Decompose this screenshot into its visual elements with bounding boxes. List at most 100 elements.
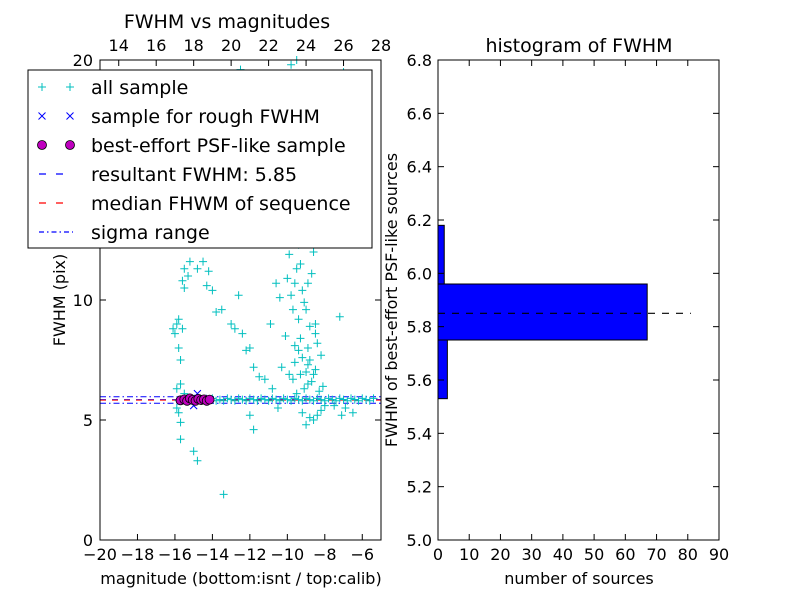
- histogram-bar-0: [437, 339, 448, 400]
- all-sample-point-20: [249, 395, 258, 404]
- left-panel: −20 −18 −16 −14 −12 −10 −8 −6 14 16 18 20 22 24 26 28 0 5…: [50, 11, 391, 588]
- all-sample-point-132: [320, 401, 329, 410]
- right-x-tick-label-9: 90: [709, 545, 729, 564]
- all-sample-point-143: [249, 425, 258, 434]
- left-top-x-tick-label-4: 22: [258, 36, 278, 55]
- all-sample-point-110: [311, 320, 320, 328]
- all-sample-point-88: [249, 363, 258, 372]
- all-sample-point-53: [172, 384, 181, 393]
- right-y-tick-label-7: 6.4: [407, 158, 432, 177]
- all-sample-point-31: [290, 394, 299, 403]
- left-y-axis-label: FWHM (pix): [50, 254, 69, 347]
- all-sample-point-131: [317, 406, 326, 415]
- histogram-bar-1: [437, 283, 648, 341]
- left-x-tick-label-1: −18: [121, 545, 155, 564]
- all-sample-point-105: [302, 305, 311, 314]
- all-sample-point-37: [313, 394, 322, 403]
- all-sample-point-124: [307, 377, 316, 386]
- legend-label-4: median FHWM of sequence: [91, 193, 351, 215]
- right-plot-frame: [437, 59, 720, 541]
- all-sample-point-40: [324, 394, 333, 403]
- all-sample-point-52: [369, 394, 378, 403]
- all-sample-point-61: [193, 456, 202, 465]
- all-sample-point-141: [348, 408, 357, 417]
- all-sample-point-125: [296, 370, 305, 379]
- all-sample-point-127: [315, 387, 324, 396]
- all-sample-point-76: [199, 257, 208, 266]
- all-sample-point-123: [300, 384, 309, 393]
- all-sample-point-47: [350, 395, 359, 404]
- all-sample-point-54: [176, 380, 185, 388]
- left-y-tick-label-0: 0: [83, 531, 93, 550]
- all-sample-point-64: [172, 320, 181, 328]
- all-sample-point-68: [174, 344, 183, 352]
- all-sample-point-107: [305, 322, 314, 331]
- all-sample-point-19: [245, 394, 254, 403]
- all-sample-point-100: [292, 264, 301, 273]
- left-x-axis-label: magnitude (bottom:isnt / top:calib): [100, 569, 381, 588]
- right-y-tick-label-5: 6.0: [407, 264, 432, 283]
- all-sample-point-69: [176, 356, 185, 364]
- all-sample-point-84: [234, 291, 243, 300]
- left-x-tick-label-2: −16: [158, 545, 192, 564]
- left-x-tick-label-6: −8: [313, 545, 337, 564]
- all-sample-point-119: [305, 356, 314, 364]
- all-sample-point-129: [288, 375, 297, 384]
- all-sample-point-32: [294, 395, 303, 404]
- all-sample-point-43: [335, 394, 344, 403]
- legend-marker-2-b: [65, 140, 75, 150]
- psf-sample-point-10: [204, 394, 215, 405]
- all-sample-point-56: [172, 404, 181, 412]
- all-sample-point-71: [184, 272, 193, 280]
- all-sample-point-14: [227, 395, 236, 404]
- all-sample-point-34: [302, 394, 311, 403]
- all-sample-point-90: [260, 375, 269, 384]
- all-sample-point-136: [302, 420, 311, 429]
- all-sample-point-118: [302, 368, 311, 376]
- all-sample-point-58: [176, 418, 185, 427]
- all-sample-point-66: [170, 329, 179, 338]
- legend-items: all sample sample for rough FWHM best-effo…: [37, 77, 351, 244]
- left-y-tick-label-2: 10: [73, 291, 93, 310]
- all-sample-point-60: [189, 447, 198, 456]
- all-sample-point-98: [288, 305, 297, 314]
- all-sample-point-50: [362, 395, 371, 404]
- all-sample-point-133: [313, 411, 322, 420]
- all-sample-point-154: [287, 60, 296, 69]
- all-sample-point-109: [309, 248, 318, 256]
- all-sample-point-121: [309, 370, 318, 379]
- right-x-tick-label-5: 50: [584, 545, 604, 564]
- all-sample-point-57: [174, 408, 183, 417]
- legend-label-3: resultant FWHM: 5.85: [91, 164, 297, 186]
- all-sample-point-151: [303, 344, 312, 352]
- legend-label-1: sample for rough FWHM: [91, 106, 320, 128]
- all-sample-point-70: [180, 284, 189, 292]
- all-sample-point-113: [296, 334, 305, 343]
- all-sample-point-49: [358, 394, 367, 403]
- all-sample-point-80: [212, 308, 221, 316]
- right-y-tick-label-0: 5.0: [407, 531, 432, 550]
- right-x-tick-label-3: 30: [521, 545, 541, 564]
- all-sample-point-78: [208, 286, 217, 295]
- all-sample-point-82: [227, 320, 236, 328]
- right-x-tick-label-0: 0: [433, 545, 443, 564]
- all-sample-point-23: [260, 395, 269, 404]
- left-top-x-tick-label-2: 18: [183, 36, 203, 55]
- all-sample-point-46: [347, 394, 356, 403]
- right-y-tick-label-6: 6.2: [407, 211, 432, 230]
- all-sample-point-117: [298, 353, 307, 362]
- right-y-tick-label-3: 5.6: [407, 371, 432, 390]
- all-sample-point-140: [341, 404, 350, 412]
- right-panel: 0 10 20 30 40 50 60 70 80 90 5.0 5.2 5.4 5.6 5.8 6.0 6.2…: [382, 35, 729, 588]
- right-x-tick-label-2: 20: [490, 545, 510, 564]
- legend-label-5: sigma range: [91, 222, 210, 244]
- left-y-tick-label-1: 5: [83, 411, 93, 430]
- all-sample-point-28: [279, 394, 288, 403]
- left-top-x-tick-label-0: 14: [109, 36, 129, 55]
- all-sample-point-44: [339, 395, 348, 404]
- all-sample-point-73: [185, 257, 194, 266]
- all-sample-point-139: [337, 411, 346, 420]
- all-sample-point-95: [283, 274, 292, 283]
- all-sample-point-130: [318, 382, 327, 391]
- right-y-axis-label: FWHM of best-effort PSF-like sources: [382, 153, 401, 447]
